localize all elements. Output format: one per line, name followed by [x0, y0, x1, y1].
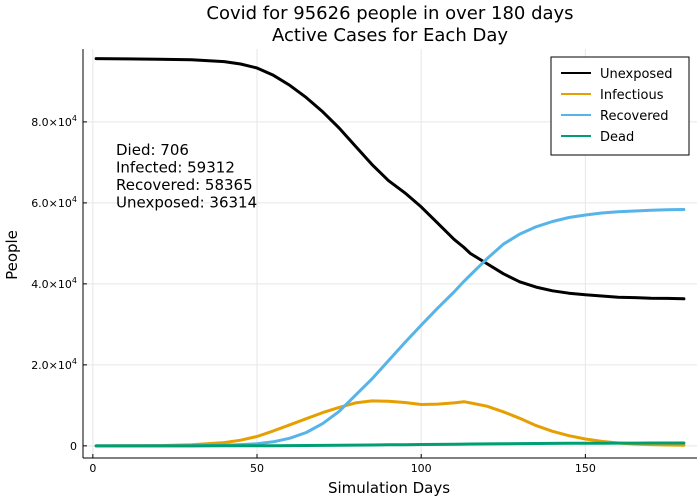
y-tick-label: 0	[70, 440, 77, 453]
y-tick-label: 4.0×104	[31, 276, 77, 291]
y-tick-label: 6.0×104	[31, 195, 77, 210]
tick-labels: 0 50 100 150 0 2.0×104 4.0×104 6.0×104 8.0×104	[31, 114, 596, 475]
y-axis-label: People	[3, 230, 21, 280]
legend-label-recovered: Recovered	[600, 109, 669, 124]
legend-label-unexposed: Unexposed	[600, 67, 672, 82]
y-tick-label: 8.0×104	[31, 114, 77, 129]
chart-title-line1: Covid for 95626 people in over 180 days	[206, 3, 573, 24]
chart-title-line2: Active Cases for Each Day	[272, 25, 508, 46]
legend-label-dead: Dead	[600, 130, 634, 145]
series-line-unexposed	[94, 57, 686, 301]
axes	[82, 49, 697, 459]
x-tick-label: 100	[411, 462, 432, 475]
legend-label-infectious: Infectious	[600, 88, 664, 103]
x-tick-label: 0	[89, 462, 96, 475]
x-axis-label: Simulation Days	[328, 479, 450, 497]
y-tick-label: 2.0×104	[31, 357, 77, 372]
series-line-recovered	[94, 208, 686, 448]
annotation-line: Died: 706	[116, 141, 189, 159]
series-line-infectious	[94, 399, 686, 448]
x-tick-label: 50	[250, 462, 264, 475]
series-group	[94, 57, 686, 448]
legend: Unexposed Infectious Recovered Dead	[550, 56, 690, 156]
series-line-dead	[94, 441, 686, 448]
x-tick-label: 150	[575, 462, 596, 475]
annotation-line: Infected: 59312	[116, 159, 235, 177]
annotation-line: Recovered: 58365	[116, 176, 253, 194]
annotation-line: Unexposed: 36314	[116, 194, 257, 212]
